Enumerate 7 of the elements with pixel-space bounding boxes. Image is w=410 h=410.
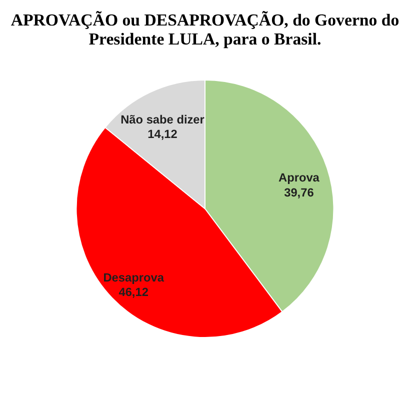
chart-title: APROVAÇÃO ou DESAPROVAÇÃO, do Governo do Presidente LULA, para o Brasil. [10,10,400,48]
slice-label: Não sabe dizer [120,112,205,126]
data-label: 46,12 [118,285,149,300]
slice-label: Aprova [278,170,320,184]
slice-label: Desaprova [103,270,164,284]
data-label: 14,12 [148,127,178,142]
data-label: 39,76 [284,185,314,200]
